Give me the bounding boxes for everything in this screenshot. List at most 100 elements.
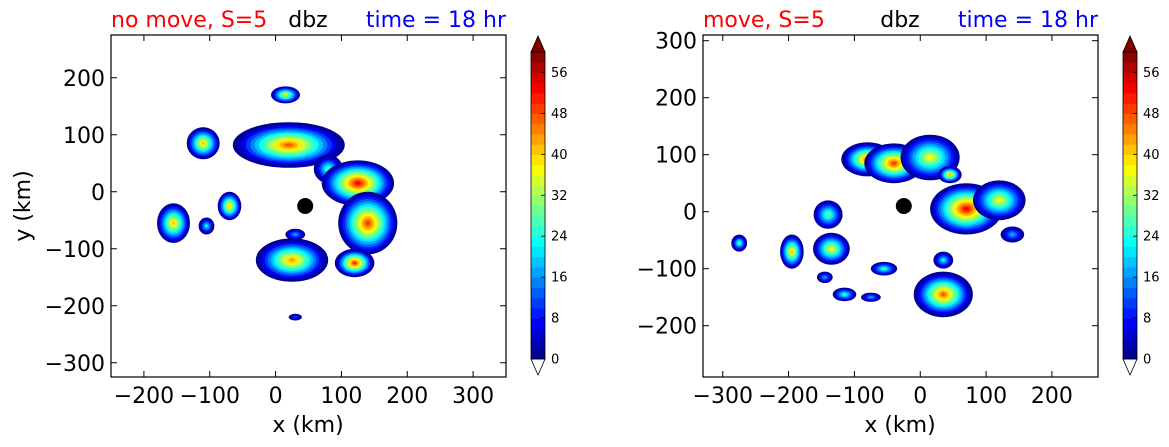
contour-band	[738, 242, 741, 245]
contour-band	[826, 212, 830, 217]
contour-band	[284, 143, 294, 147]
colorbar-band	[1123, 123, 1137, 135]
colorbar-band	[531, 185, 545, 196]
colorbar-band	[1123, 174, 1137, 186]
colorbar-band	[1123, 287, 1137, 299]
contour-band	[963, 207, 969, 211]
colorbar-band	[531, 62, 545, 74]
colorbar-band	[1123, 195, 1137, 207]
colorbar-band	[531, 205, 545, 217]
colorbar-tick-label: 32	[1143, 189, 1160, 204]
colorbar-band	[531, 113, 545, 125]
reflectivity-cell	[930, 183, 1003, 235]
colorbar-band	[531, 225, 545, 237]
contour-band	[868, 296, 873, 299]
colorbar-extend-min	[530, 358, 546, 376]
colorbar-band	[1123, 277, 1137, 288]
colorbar-band	[531, 195, 545, 207]
storm-center-marker	[895, 198, 912, 214]
contour-band	[996, 198, 1002, 203]
reflectivity-cell	[973, 180, 1026, 221]
contour-band	[172, 221, 175, 225]
colorbar-band	[531, 348, 545, 360]
colorbar-tick-label: 24	[1143, 230, 1160, 245]
colorbar-band	[1123, 266, 1137, 278]
colorbar-extend-max	[1122, 35, 1138, 53]
colorbar-extend-max	[530, 35, 546, 53]
colorbar-band	[1123, 215, 1137, 227]
contour-band	[289, 258, 295, 262]
colorbar-band	[531, 72, 545, 84]
contour-band	[228, 204, 231, 208]
colorbar-band	[1123, 72, 1137, 84]
y-tick-label: 200	[655, 87, 697, 112]
colorbar-right: 0 8 16 24 32 40 48 56	[1122, 35, 1160, 376]
colorbar-band	[531, 277, 545, 288]
colorbar-frame	[530, 51, 546, 360]
center-dot	[297, 198, 314, 214]
contour-band	[205, 224, 208, 228]
contour-band	[941, 292, 946, 297]
reflectivity-cell	[255, 238, 329, 282]
reflectivity-cell	[1000, 226, 1025, 243]
reflectivity-cell	[938, 166, 962, 184]
reflectivity-cell	[288, 313, 302, 321]
colorbar-band	[1123, 185, 1137, 196]
panel-title-right: time = 18 hr	[958, 8, 1099, 33]
colorbar-tick-label: 56	[551, 66, 568, 81]
colorbar-band	[531, 82, 545, 94]
x-tick-label: 100	[320, 384, 362, 409]
panel-title-left: no move, S=5	[111, 8, 267, 33]
contour-band	[355, 181, 361, 185]
colorbar-band	[1123, 338, 1137, 350]
colorbar-band	[531, 133, 545, 145]
reflectivity-cell	[832, 287, 857, 302]
colorbar-frame	[1122, 51, 1138, 360]
contour-band	[365, 220, 371, 226]
x-tick-label: −100	[180, 384, 240, 409]
reflectivity-cell	[813, 200, 843, 229]
y-axis-label: y (km)	[11, 170, 36, 241]
contour-band	[353, 262, 356, 264]
x-tick-label: −300	[693, 384, 753, 409]
contour-band	[842, 293, 847, 296]
x-tick-label: −100	[824, 384, 884, 409]
colorbar-band	[1123, 205, 1137, 217]
colorbar-band	[531, 123, 545, 135]
plot-frame	[702, 34, 1099, 378]
x-tick-label: 0	[913, 384, 927, 409]
colorbar-tick-label: 16	[1143, 271, 1160, 286]
contour-band	[201, 141, 205, 145]
contour-band	[829, 247, 834, 251]
colorbar-tick-label: 0	[1143, 353, 1151, 368]
colorbar-band	[531, 246, 545, 258]
contour-band	[284, 94, 287, 96]
panel-title-right: time = 18 hr	[366, 8, 507, 33]
reflectivity-cell	[338, 191, 398, 255]
colorbar-band	[1123, 348, 1137, 360]
contour-band	[927, 155, 934, 160]
y-axis-ticks: −200 −100 0 100 200 300	[637, 30, 1098, 340]
colorbar-band	[1123, 62, 1137, 74]
reflectivity-cell	[816, 271, 833, 283]
x-tick-label: 300	[452, 384, 494, 409]
contour-band	[941, 258, 945, 262]
reflectivity-cell	[271, 86, 300, 104]
x-axis-label: x (km)	[272, 413, 343, 438]
reflectivity-cell	[933, 251, 954, 269]
colorbar-band	[1123, 92, 1137, 104]
reflectivity-cell	[870, 261, 898, 276]
reflectivity-field	[157, 86, 398, 321]
x-tick-label: 200	[386, 384, 428, 409]
colorbar-band	[531, 164, 545, 176]
contour-band	[891, 161, 897, 165]
reflectivity-cell	[186, 127, 220, 160]
colorbar-band	[1123, 103, 1137, 114]
colorbar-band	[531, 266, 545, 278]
x-tick-label: −200	[758, 384, 818, 409]
colorbar-tick-label: 8	[1143, 312, 1151, 327]
colorbar-band	[1123, 307, 1137, 319]
colorbar-band	[531, 256, 545, 268]
y-tick-label: 100	[63, 124, 105, 149]
